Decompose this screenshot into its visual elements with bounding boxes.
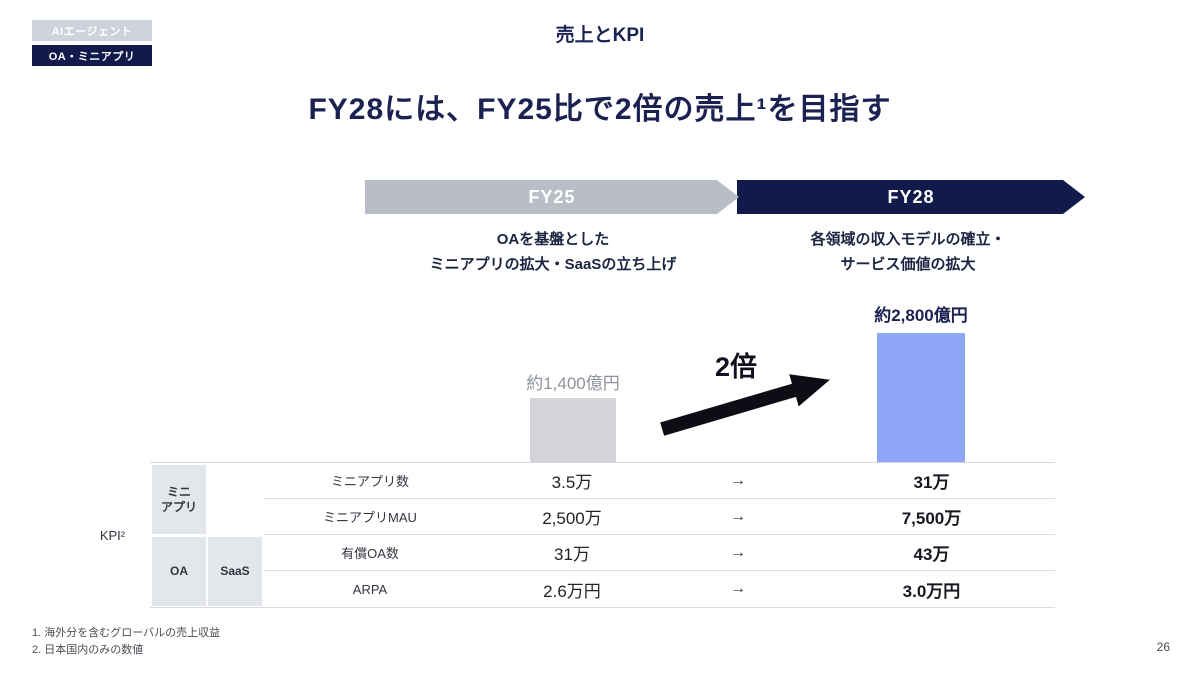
fy25-description: OAを基盤とした ミニアプリの拡大・SaaSの立ち上げ: [378, 227, 728, 277]
fy28-value: 31万: [913, 473, 950, 492]
multiplier-label: 2倍: [714, 352, 758, 382]
table-border-bottom: [150, 607, 1055, 608]
group-miniapp-line2: アプリ: [160, 499, 197, 514]
fy25-value: 31万: [554, 545, 590, 564]
change-arrow-icon: →: [730, 507, 746, 525]
headline: FY28には、FY25比で2倍の売上¹を目指す: [308, 93, 892, 126]
change-arrow-icon: →: [730, 543, 746, 561]
fy28-description-line1: 各領域の収入モデルの確立・: [810, 231, 1006, 248]
fy28-bar-value-label: 約2,800億円: [874, 306, 968, 325]
fy25-value: 2.6万円: [543, 581, 601, 601]
tag-oa-miniapp: OA・ミニアプリ: [32, 45, 152, 66]
fy28-banner-label: FY28: [887, 186, 935, 207]
group-cell-miniapp: ミニ アプリ: [152, 465, 206, 534]
page-number: 26: [1156, 640, 1170, 654]
group-cell-saas: SaaS: [208, 537, 262, 606]
table-row: ミニアプリ数 3.5万 → 31万: [264, 463, 1055, 499]
group-miniapp-line1: ミニ: [166, 484, 191, 499]
footnote-2: 2. 日本国内のみの数値: [32, 644, 144, 656]
group-cell-oa: OA: [152, 537, 206, 606]
fy28-description-line2: サービス価値の拡大: [840, 256, 976, 273]
group-oa-label: OA: [170, 564, 188, 578]
fy25-value: 3.5万: [551, 473, 593, 492]
change-arrow-icon: →: [730, 471, 746, 489]
fy25-description-line1: OAを基盤とした: [496, 231, 610, 248]
table-row: 有償OA数 31万 → 43万: [264, 535, 1055, 571]
metric-label: ミニアプリMAU: [323, 510, 417, 525]
fy28-value: 7,500万: [901, 509, 962, 528]
growth-arrow-icon: [660, 374, 830, 436]
fy25-bar: [530, 398, 616, 463]
fy28-value: 43万: [913, 545, 950, 564]
fy28-description: 各領域の収入モデルの確立・ サービス価値の拡大: [758, 227, 1058, 277]
group-saas-label: SaaS: [220, 564, 250, 578]
fy25-value: 2,500万: [542, 509, 602, 528]
metric-label: ミニアプリ数: [330, 474, 409, 489]
metric-label: 有償OA数: [341, 546, 399, 561]
fy25-banner-label: FY25: [528, 186, 576, 207]
footnote-1: 1. 海外分を含むグローバルの売上収益: [32, 627, 221, 639]
change-arrow-icon: →: [730, 580, 746, 597]
fy25-description-line2: ミニアプリの拡大・SaaSの立ち上げ: [429, 256, 677, 273]
table-row: ミニアプリMAU 2,500万 → 7,500万: [264, 499, 1055, 535]
kpi-table: ミニアプリ数 3.5万 → 31万 ミニアプリMAU 2,500万 → 7,50…: [264, 463, 1055, 607]
table-row: ARPA 2.6万円 → 3.0万円: [264, 571, 1055, 607]
table-border-top: [150, 462, 1055, 463]
kpi-axis-label: KPI²: [99, 527, 126, 543]
footnotes: 1. 海外分を含むグローバルの売上収益 2. 日本国内のみの数値: [32, 625, 220, 659]
slide-title: 売上とKPI: [555, 25, 645, 46]
fy25-bar-value-label: 約1,400億円: [526, 374, 620, 393]
tag-ai-agent: AIエージェント: [32, 20, 152, 41]
fy28-banner: FY28: [737, 180, 1085, 214]
metric-label: ARPA: [352, 581, 388, 597]
group-miniapp-label: ミニ アプリ: [161, 485, 197, 515]
fy28-bar: [877, 333, 965, 463]
fy28-value: 3.0万円: [902, 581, 961, 601]
fy25-banner: FY25: [365, 180, 739, 214]
